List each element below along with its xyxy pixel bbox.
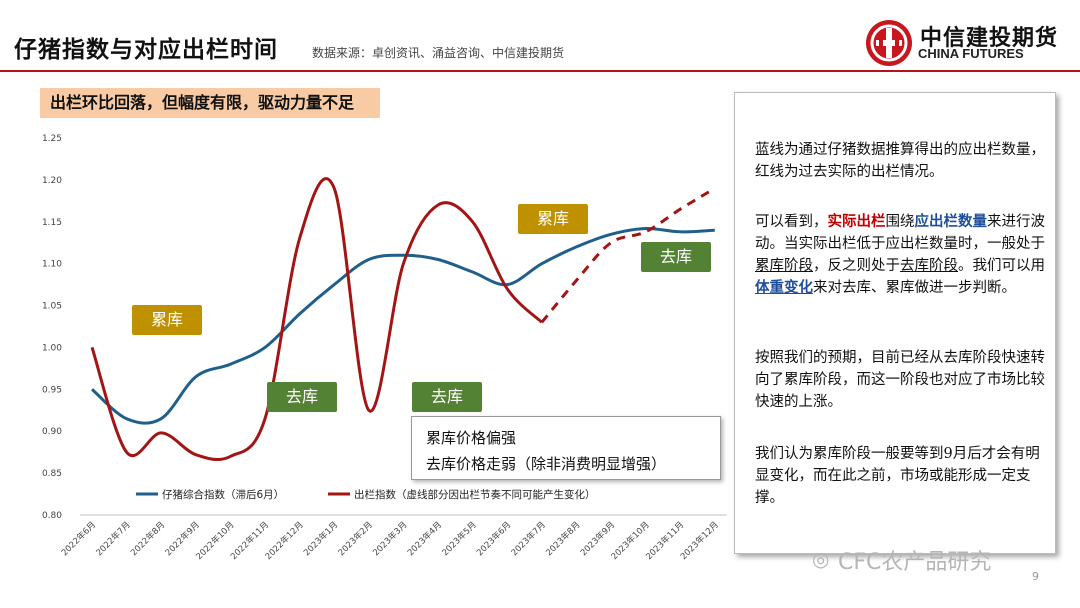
p2-destock-phase: 去库阶段 [900,258,958,274]
p2-text-c: 围绕 [885,214,915,230]
page-number: 9 [1032,570,1039,583]
commentary-paragraph-1: 蓝线为通过仔猪数据推算得出的应出栏数量，红线为过去实际的出栏情况。 [755,142,1045,180]
page-title: 仔猪指数与对应出栏时间 [14,37,278,63]
y-tick-label: 0.90 [42,427,62,437]
p2-text-a: 可以看到， [755,214,828,230]
wechat-icon: ◎ [812,547,830,571]
series-line-output-index [90,177,543,462]
line-chart: 0.80 0.85 0.90 0.95 1.00 1.05 1.10 1.15 1.20 1.25… [42,134,727,562]
y-tick-label: 0.80 [42,511,62,521]
citic-logo-icon [866,20,912,66]
x-tick-label: 2023年7月 [509,519,548,558]
note-line-2: 去库价格走弱（除非消费明显增强） [426,455,667,473]
tag-destock-1: 去库 [267,382,337,412]
p2-text-g: ，反之则处于 [813,258,900,274]
x-tick-label: 2023年8月 [544,519,583,558]
x-tick-label: 2023年1月 [301,519,340,558]
y-tick-label: 1.20 [42,176,62,186]
legend-label-output-index: 出栏指数（虚线部分因出栏节奏不同可能产生变化） [354,488,596,501]
data-source: 数据来源：卓创资讯、涌益咨询、中信建投期货 [312,46,565,60]
x-tick-label: 2023年3月 [371,519,410,558]
series-line-piglet-index [91,226,715,425]
y-tick-label: 0.95 [42,385,62,395]
price-note-box: 累库价格偏强 去库价格走弱（除非消费明显增强） [411,416,721,480]
x-tick-label: 2022年7月 [94,519,133,558]
commentary-panel: 蓝线为通过仔猪数据推算得出的应出栏数量，红线为过去实际的出栏情况。 可以看到，实… [734,92,1056,554]
p2-text-i: 。我们可以用 [958,258,1045,274]
x-tick-label: 2023年2月 [336,519,375,558]
y-tick-label: 1.25 [42,134,62,144]
y-tick-label: 1.10 [42,260,62,270]
commentary-paragraph-3: 按照我们的预期，目前已经从去库阶段快速转向了累库阶段，而这一阶段也对应了市场比较… [755,350,1045,410]
x-tick-label: 2023年6月 [474,519,513,558]
y-tick-label: 1.05 [42,302,62,312]
tag-accumulate-1: 累库 [132,305,202,335]
p2-weight-change: 体重变化 [755,279,813,296]
x-tick-label: 2023年5月 [440,519,479,558]
tag-accumulate-2: 累库 [518,204,588,234]
x-tick-label: 2022年6月 [59,519,98,558]
tag-destock-2: 去库 [412,382,482,412]
series-line-output-index-projection [540,187,716,324]
y-tick-label: 0.85 [42,469,62,479]
legend-label-piglet-index: 仔猪综合指数（滞后6月） [162,488,284,501]
x-tick-label: 2022年8月 [128,519,167,558]
logo-text-cn: 中信建投期货 [920,26,1059,51]
header-divider [0,70,1080,72]
y-tick-label: 1.15 [42,218,62,228]
tag-destock-3: 去库 [641,242,711,272]
p2-actual-output: 实际出栏 [827,213,886,230]
p2-expected-output: 应出栏数量 [914,213,988,230]
x-tick-label: 2023年4月 [405,519,444,558]
p2-text-e: 来进行波动。当实际出栏低于应出栏数量时，一般处于 [755,214,1045,252]
y-tick-label: 1.00 [42,343,62,353]
p2-text-k: 来对去库、累库做进一步判断。 [813,280,1016,296]
watermark: CFC农产品研究 [838,550,992,575]
note-line-1: 累库价格偏强 [426,429,517,447]
p2-accumulate-phase: 累库阶段 [755,258,813,274]
logo-text-en: CHINA FUTURES [918,46,1024,61]
commentary-paragraph-2: 可以看到，实际出栏围绕应出栏数量来进行波动。当实际出栏低于应出栏数量时，一般处于… [755,211,1047,299]
chart-banner: 出栏环比回落，但幅度有限，驱动力量不足 [40,88,380,118]
commentary-paragraph-4: 我们认为累库阶段一般要等到9月后才会有明显变化，而在此之前，市场或能形成一定支撑… [755,446,1040,506]
